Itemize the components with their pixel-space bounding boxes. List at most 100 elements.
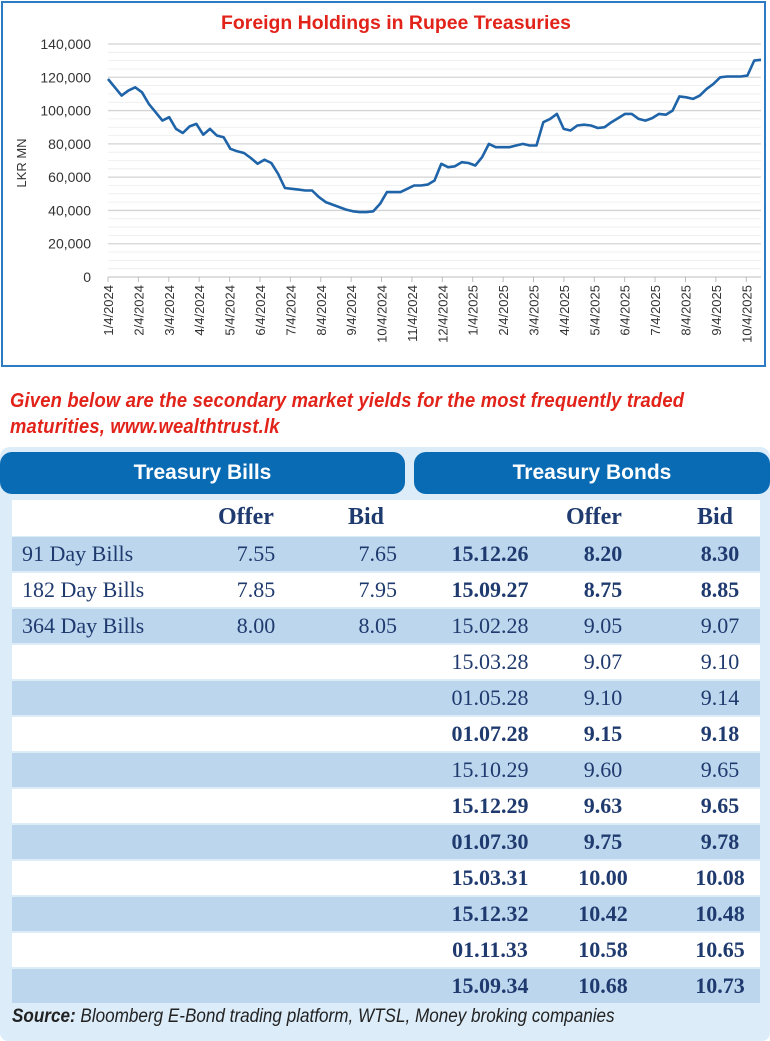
treasury-bills-header: Treasury Bills: [0, 452, 405, 494]
x-tick-label: 10/4/2024: [375, 285, 390, 343]
table-row: [12, 825, 760, 859]
x-tick-label: 5/4/2024: [223, 285, 238, 336]
bond-offer: 9.63: [583, 793, 623, 818]
bond-offer: 10.58: [578, 937, 628, 962]
bond-offer: 9.07: [583, 649, 623, 674]
y-tick-label: 140,000: [40, 36, 91, 52]
table-row: [12, 717, 760, 751]
x-tick-label: 9/4/2025: [709, 285, 724, 336]
bill-name: 91 Day Bills: [22, 541, 134, 566]
bill-bid: 7.65: [358, 541, 398, 566]
bill-bid: 8.05: [358, 613, 398, 638]
bond-maturity: 15.03.31: [451, 865, 529, 890]
bills-bid-header: Bid: [348, 504, 385, 530]
bond-bid: 10.08: [695, 865, 745, 890]
bill-bid: 7.95: [358, 577, 398, 602]
x-tick-label: 2/4/2025: [496, 285, 511, 336]
table-row: [12, 933, 760, 967]
bond-offer: 9.10: [583, 685, 623, 710]
y-tick-label: 80,000: [48, 136, 91, 152]
x-tick-label: 6/4/2025: [618, 285, 633, 336]
bond-maturity: 15.09.34: [451, 973, 529, 998]
bond-bid: 8.30: [700, 541, 740, 566]
table-row: [12, 573, 760, 607]
x-tick-label: 4/4/2025: [557, 285, 572, 336]
bond-bid: 9.10: [700, 649, 740, 674]
bond-bid: 9.18: [700, 721, 740, 746]
chart-title: Foreign Holdings in Rupee Treasuries: [221, 13, 571, 34]
y-tick-label: 60,000: [48, 169, 91, 185]
bond-bid: 9.78: [700, 829, 740, 854]
x-tick-label: 11/4/2024: [405, 285, 420, 342]
x-tick-label: 3/4/2024: [162, 285, 177, 336]
treasury-bonds-header: Treasury Bonds: [414, 452, 770, 494]
x-tick-label: 7/4/2024: [283, 285, 298, 336]
bill-name: 182 Day Bills: [22, 577, 145, 602]
bond-offer: 8.75: [583, 577, 623, 602]
chart-container: Foreign Holdings in Rupee Treasuries LKR …: [1, 1, 766, 367]
bond-maturity: 01.05.28: [451, 685, 529, 710]
bills-offer-header: Offer: [218, 504, 274, 530]
table-row: [12, 753, 760, 787]
table-row: [12, 897, 760, 931]
y-tick-label: 0: [83, 269, 91, 285]
bond-maturity: 15.12.32: [451, 901, 529, 926]
bond-maturity: 15.03.28: [451, 649, 529, 674]
x-tick-label: 8/4/2024: [314, 285, 329, 336]
x-tick-label: 4/4/2024: [192, 285, 207, 336]
bond-bid: 8.85: [700, 577, 740, 602]
series-line: [106, 58, 762, 214]
y-tick-label: 20,000: [48, 236, 91, 252]
bond-offer: 8.20: [583, 541, 623, 566]
bond-bid: 10.73: [695, 973, 745, 998]
bond-maturity: 01.07.28: [451, 721, 529, 746]
x-tick-label: 9/4/2024: [344, 285, 359, 336]
bonds-bid-header: Bid: [697, 504, 734, 530]
x-tick-label: 5/4/2025: [587, 285, 602, 336]
bond-offer: 9.15: [583, 721, 623, 746]
bill-offer: 8.00: [236, 613, 276, 638]
bond-maturity: 15.10.29: [451, 757, 529, 782]
bill-name: 364 Day Bills: [22, 613, 145, 638]
bond-maturity: 01.07.30: [451, 829, 529, 854]
x-tick-label: 6/4/2024: [253, 285, 268, 336]
bond-maturity: 15.02.28: [451, 613, 529, 638]
bill-offer: 7.55: [236, 541, 276, 566]
table-row: [12, 609, 760, 643]
x-tick-label: 2/4/2024: [131, 285, 146, 336]
table-row: [12, 861, 760, 895]
bond-bid: 9.14: [700, 685, 740, 710]
source-text: Bloomberg E-Bond trading platform, WTSL,…: [75, 1006, 615, 1027]
bond-offer: 10.68: [578, 973, 628, 998]
table-row: [12, 537, 760, 571]
table-row: [12, 681, 760, 715]
source-note: Source: Bloomberg E-Bond trading platfor…: [12, 1006, 615, 1028]
bond-maturity: 15.12.29: [451, 793, 529, 818]
bond-maturity: 15.12.26: [451, 541, 529, 566]
x-tick-label: 10/4/2025: [739, 285, 754, 343]
y-tick-label: 40,000: [48, 202, 91, 218]
bonds-offer-header: Offer: [566, 504, 622, 530]
y-tick-label: 100,000: [40, 103, 91, 119]
bond-maturity: 15.09.27: [451, 577, 529, 602]
x-tick-label: 8/4/2025: [678, 285, 693, 336]
x-tick-label: 7/4/2025: [648, 285, 663, 336]
bond-offer: 10.00: [578, 865, 628, 890]
x-tick-label: 12/4/2024: [435, 285, 450, 343]
bond-maturity: 01.11.33: [452, 937, 528, 962]
x-tick-label: 3/4/2025: [527, 285, 542, 336]
bond-bid: 10.48: [695, 901, 745, 926]
table-row: [12, 789, 760, 823]
source-label: Source:: [12, 1006, 76, 1027]
table-row: [12, 645, 760, 679]
bill-offer: 7.85: [236, 577, 276, 602]
y-axis-label: LKR MN: [14, 138, 29, 187]
bond-bid: 9.07: [700, 613, 740, 638]
intro-text: Given below are the secondary market yie…: [10, 390, 685, 438]
bond-offer: 9.05: [583, 613, 623, 638]
y-tick-label: 120,000: [40, 69, 91, 85]
bond-bid: 9.65: [700, 757, 740, 782]
bond-offer: 9.60: [583, 757, 623, 782]
bond-offer: 10.42: [578, 901, 628, 926]
line-chart: Foreign Holdings in Rupee Treasuries LKR …: [14, 13, 762, 343]
